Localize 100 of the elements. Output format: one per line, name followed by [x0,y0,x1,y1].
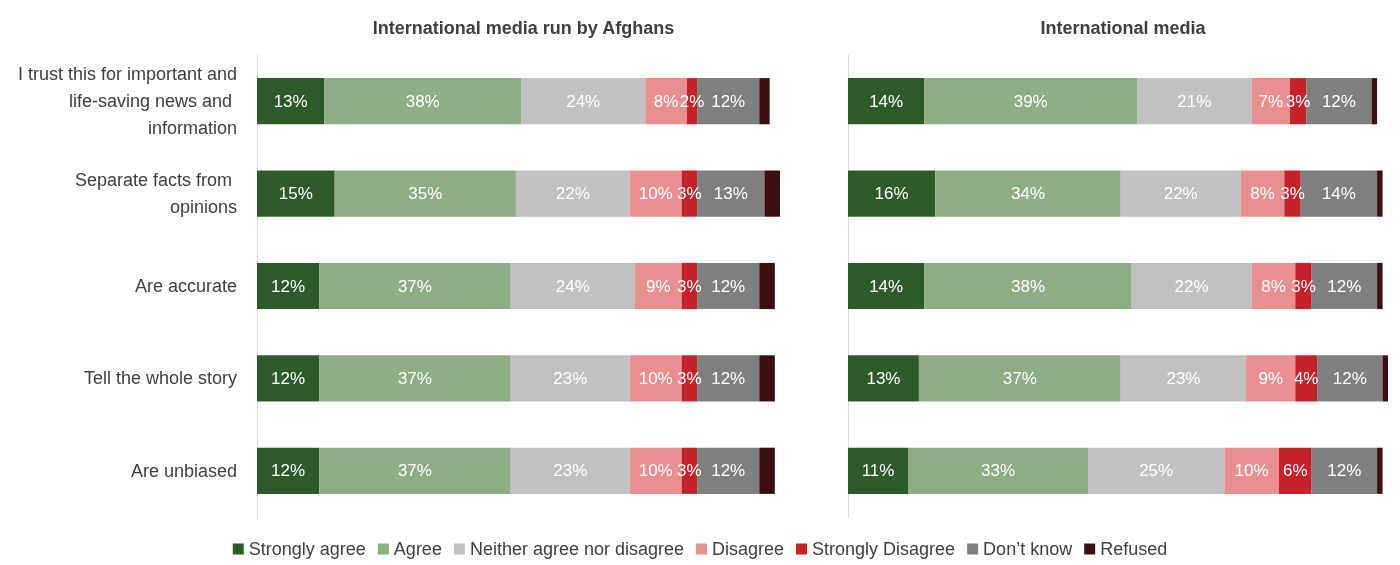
data-label: 37% [397,276,432,296]
data-label: 12% [711,276,746,296]
data-label: 37% [1002,368,1037,388]
bar [848,78,925,125]
data-label: 37% [397,461,432,481]
data-label: 12% [1332,368,1367,388]
legend-label: Don’t know [983,539,1074,559]
data-label: 13% [713,184,748,204]
data-label: 23% [553,368,588,388]
bar [510,355,630,402]
legend-label: Agree [393,539,442,559]
bar [1137,78,1252,125]
data-label: 37% [397,368,432,388]
data-label: 3% [1285,91,1311,111]
legend-label: Strongly agree [248,539,366,559]
bar [257,170,335,217]
data-label: 33% [980,461,1016,481]
bar [324,78,522,125]
bar [848,447,908,494]
bar [924,262,1132,310]
data-label: 12% [711,368,746,388]
bar [1120,355,1247,402]
data-label: 3% [1291,276,1316,296]
bar [334,170,516,217]
bar [510,262,636,310]
data-label: 4% [1293,368,1319,388]
data-label: 8% [1250,184,1275,204]
bar [319,447,511,494]
data-label: 25% [1139,461,1174,481]
bar [848,170,936,217]
data-label: 10% [638,184,673,204]
data-label: 10% [638,368,673,388]
data-label: 16% [874,184,909,204]
bar [1371,78,1378,125]
bar [935,170,1121,217]
bar [848,355,919,402]
data-label: 22% [1163,184,1198,204]
y-tick-label: Are accurate [134,276,237,296]
y-tick-label: Tell the whole story [83,368,237,389]
bar [759,447,775,494]
data-label: 12% [271,368,306,388]
data-label: 14% [869,91,904,111]
data-label: 3% [677,184,702,204]
data-label: 10% [1234,461,1269,481]
data-label: 3% [677,461,702,481]
bar [1088,447,1225,494]
bar [257,262,320,310]
data-label: 8% [653,91,679,111]
data-label: 3% [1280,184,1305,204]
legend-label: Neither agree nor disagree [469,539,685,559]
data-label: 15% [278,184,313,204]
y-tick-label: I trust this for important and life-saving news and information [17,64,237,139]
bar [764,170,780,217]
data-label: 11% [861,461,895,481]
data-label: 24% [566,91,601,111]
data-label: 24% [555,276,590,296]
bar [257,355,320,402]
legend-label: Disagree [712,539,785,559]
data-label: 13% [273,91,308,111]
data-label: 34% [1010,184,1046,204]
bar [759,355,775,402]
data-label: 38% [1010,276,1046,296]
data-label: 23% [553,461,588,481]
data-label: 12% [711,91,746,111]
bar [510,447,630,494]
data-label: 12% [271,461,306,481]
bar [1377,170,1383,217]
bar [1377,447,1383,494]
data-label: 12% [1327,276,1362,296]
data-label: 22% [555,184,590,204]
bar [908,447,1088,494]
data-label: 7% [1258,91,1284,111]
bar [1224,447,1279,494]
chart-title: International media run by Afghans [372,18,675,38]
data-label: 3% [677,276,702,296]
data-label: 13% [866,368,901,388]
bar [1377,262,1383,310]
data-label: 3% [677,368,702,388]
bar [1382,355,1388,402]
bar [521,78,646,125]
data-label: 35% [408,184,443,204]
y-tick-label: Are unbiased [130,460,237,481]
legend-label: Refused [1100,539,1168,559]
bar [257,78,325,125]
legend-label: Strongly Disagree [812,539,956,559]
data-label: 12% [271,276,306,296]
bar [1311,447,1378,494]
data-label: 39% [1013,91,1048,111]
data-label: 9% [1258,368,1284,388]
bar [319,262,511,310]
data-label: 22% [1174,276,1209,296]
data-label: 12% [711,461,746,481]
data-label: 23% [1166,368,1201,388]
bar [1131,262,1252,310]
data-label: 14% [1321,184,1356,204]
bar [1246,355,1296,402]
bar [1317,355,1383,402]
data-label: 21% [1177,91,1212,111]
y-tick-label: Separate facts from opinions [74,170,237,218]
data-label: 12% [1321,91,1356,111]
